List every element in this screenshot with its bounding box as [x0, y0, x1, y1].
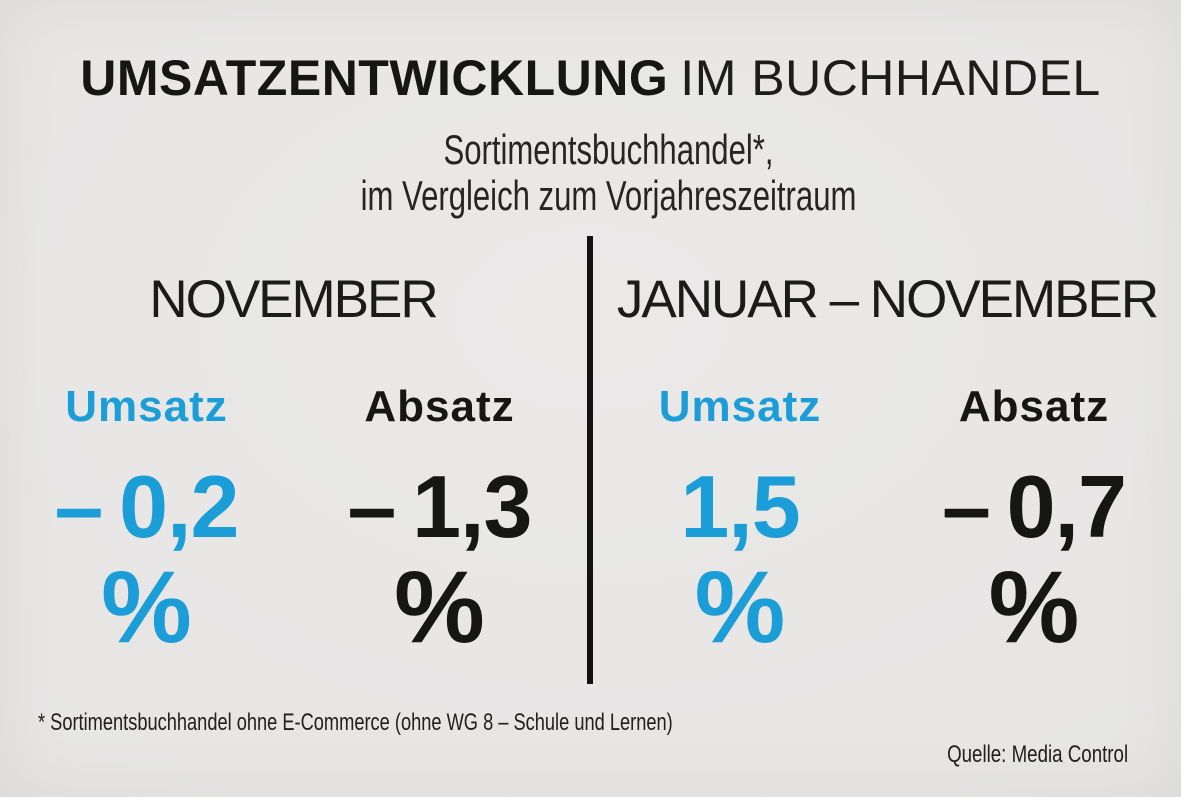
metric-label: Absatz	[958, 382, 1110, 431]
metric-november-absatz: Absatz – 1,3 %	[293, 0, 586, 797]
percent-sign: %	[694, 550, 786, 664]
subtitle: Sortimentsbuchhandel*, im Vergleich zum …	[172, 127, 1046, 219]
title-strong: UMSATZENTWICKLUNG	[80, 50, 669, 106]
period-label-november: NOVEMBER	[149, 270, 438, 329]
percent-sign: %	[394, 550, 485, 664]
subtitle-line1: Sortimentsbuchhandel*,	[443, 126, 774, 173]
metric-label: Absatz	[364, 382, 515, 431]
metric-label: Umsatz	[65, 382, 228, 431]
page-title: UMSATZENTWICKLUNG IM BUCHHANDEL	[0, 51, 1181, 105]
percent-sign: %	[988, 550, 1080, 664]
metric-value: 1,5	[680, 457, 800, 556]
panel-november: NOVEMBER Umsatz – 0,2 % Absatz – 1,3 %	[0, 0, 586, 797]
percent-sign: %	[101, 550, 192, 664]
metric-november-umsatz: Umsatz – 0,2 %	[0, 0, 293, 797]
footnote: * Sortimentsbuchhandel ohne E-Commerce (…	[38, 709, 673, 736]
metric-value: – 1,3	[347, 457, 533, 556]
metric-jannov-umsatz: Umsatz 1,5 %	[593, 0, 887, 797]
title-light: IM BUCHHANDEL	[680, 50, 1101, 106]
subtitle-line2: im Vergleich zum Vorjahreszeitraum	[360, 172, 857, 219]
metric-value: – 0,2	[54, 457, 240, 556]
source-credit: Quelle: Media Control	[946, 741, 1128, 768]
metric-label: Umsatz	[658, 382, 822, 431]
metric-value: – 0,7	[942, 457, 1127, 556]
period-label-januar-november: JANUAR – NOVEMBER	[616, 270, 1159, 329]
vertical-divider	[587, 236, 593, 684]
metric-jannov-absatz: Absatz – 0,7 %	[887, 0, 1181, 797]
panel-januar-november: JANUAR – NOVEMBER Umsatz 1,5 % Absatz – …	[593, 0, 1181, 797]
